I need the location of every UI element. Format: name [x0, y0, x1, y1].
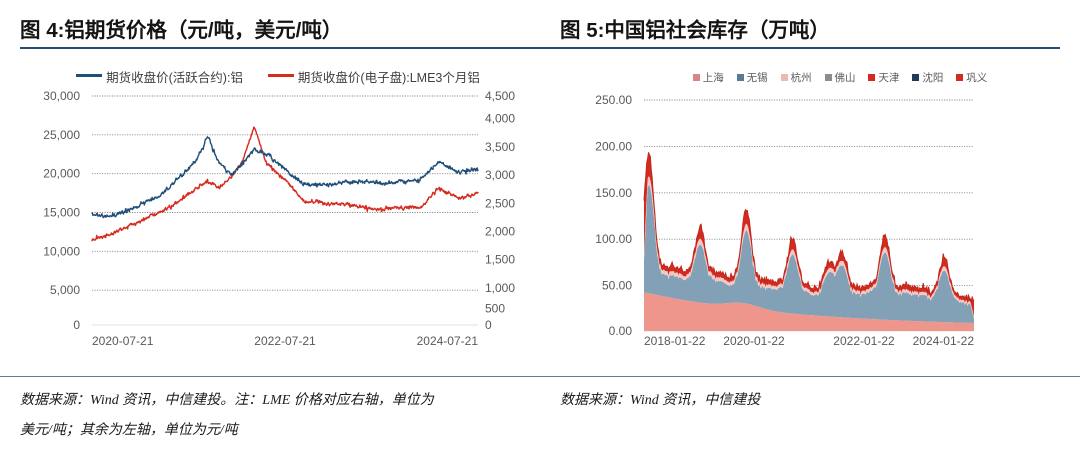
svg-text:2022-01-22: 2022-01-22: [833, 334, 895, 348]
svg-text:2022-07-21: 2022-07-21: [254, 334, 316, 348]
svg-text:150.00: 150.00: [595, 186, 632, 200]
svg-text:25,000: 25,000: [43, 128, 80, 142]
svg-text:2024-01-22: 2024-01-22: [913, 334, 975, 348]
svg-text:20,000: 20,000: [43, 167, 80, 181]
svg-text:0: 0: [73, 318, 80, 332]
svg-text:0.00: 0.00: [609, 324, 633, 338]
svg-text:200.00: 200.00: [595, 139, 632, 153]
svg-text:100.00: 100.00: [595, 232, 632, 246]
svg-text:3,000: 3,000: [485, 168, 515, 182]
svg-text:2024-07-21: 2024-07-21: [417, 334, 479, 348]
svg-text:1,000: 1,000: [485, 281, 515, 295]
svg-text:4,500: 4,500: [485, 89, 515, 103]
svg-text:2018-01-22: 2018-01-22: [644, 334, 706, 348]
svg-text:1,500: 1,500: [485, 253, 515, 267]
svg-text:0: 0: [485, 318, 492, 332]
svg-text:2,500: 2,500: [485, 196, 515, 210]
svg-text:3,500: 3,500: [485, 140, 515, 154]
svg-text:4,000: 4,000: [485, 112, 515, 126]
svg-text:2,000: 2,000: [485, 225, 515, 239]
svg-text:50.00: 50.00: [602, 279, 632, 293]
svg-text:2020-01-22: 2020-01-22: [723, 334, 785, 348]
svg-text:15,000: 15,000: [43, 206, 80, 220]
svg-text:250.00: 250.00: [595, 93, 632, 107]
svg-text:5,000: 5,000: [50, 283, 80, 297]
svg-text:2020-07-21: 2020-07-21: [92, 334, 154, 348]
svg-text:10,000: 10,000: [43, 244, 80, 258]
svg-text:500: 500: [485, 302, 505, 316]
svg-text:30,000: 30,000: [43, 89, 80, 103]
